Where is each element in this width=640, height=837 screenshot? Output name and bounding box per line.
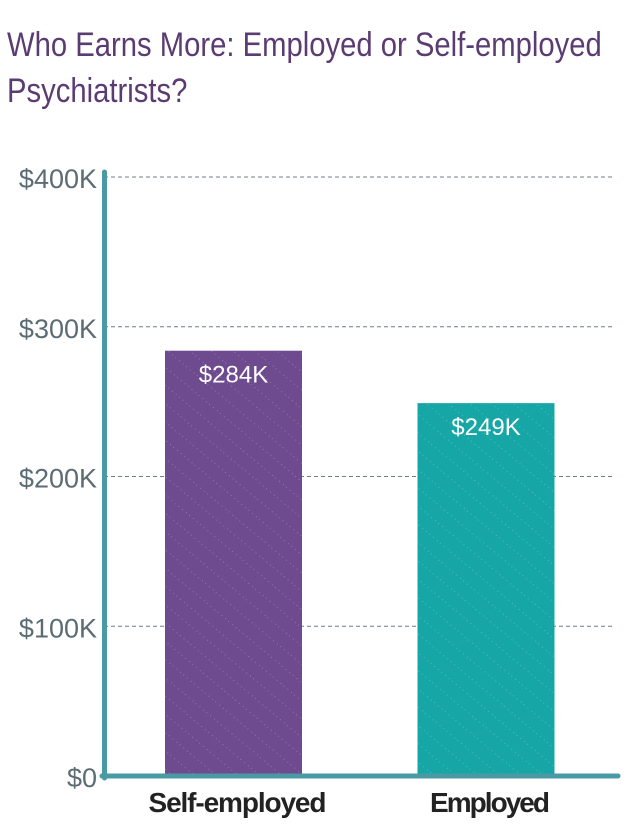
bar-texture — [165, 350, 302, 776]
chart-title: Who Earns More: Employed or Self-employe… — [7, 26, 602, 110]
y-tick-label: $300K — [19, 314, 97, 344]
bar-texture — [417, 403, 555, 776]
data-label: $249K — [451, 414, 520, 441]
x-tick-label: Self-employed — [149, 787, 327, 818]
data-label: $284K — [199, 362, 268, 389]
y-tick-label: $400K — [19, 164, 97, 194]
y-tick-label: $200K — [19, 464, 97, 494]
y-tick-label: $100K — [19, 613, 97, 643]
x-tick-label: Employed — [430, 787, 550, 818]
y-tick-label: $0 — [67, 763, 97, 793]
